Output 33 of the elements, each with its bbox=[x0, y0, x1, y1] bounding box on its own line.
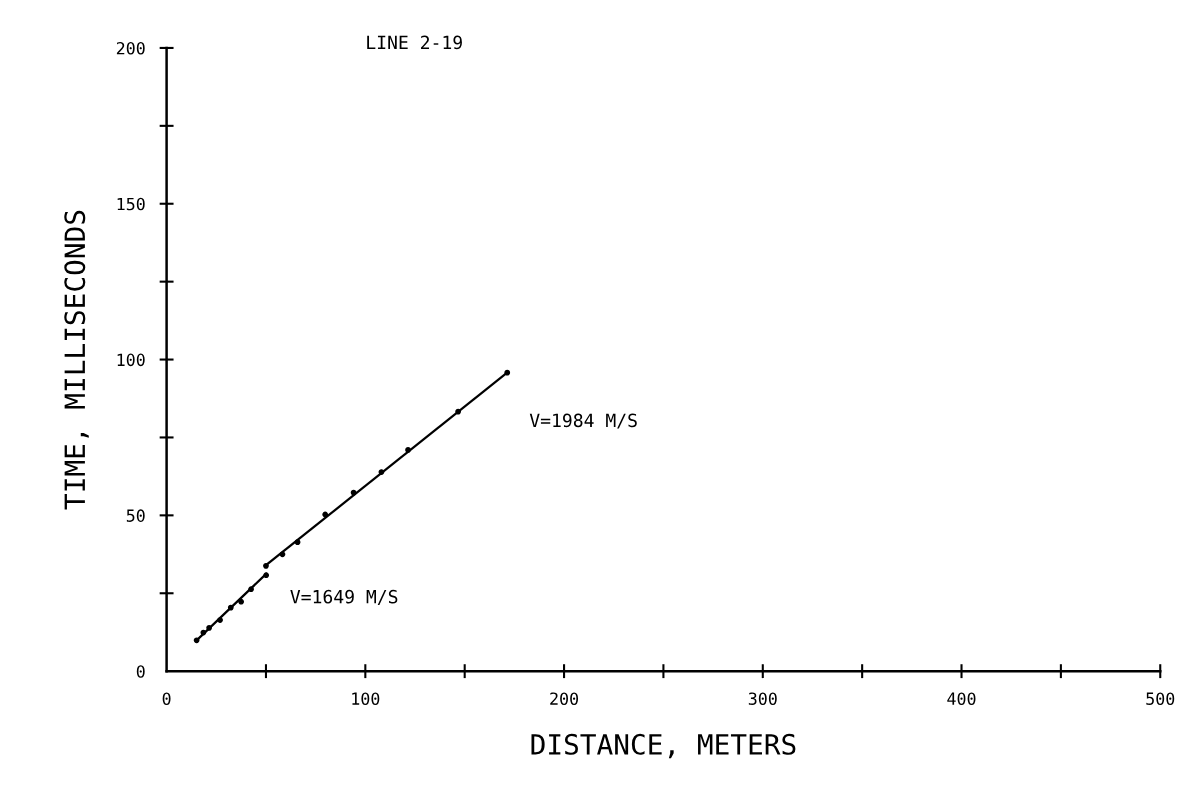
point bbox=[193, 637, 200, 644]
point bbox=[322, 511, 329, 518]
y-axis-title: TIME, MILLISECONDS bbox=[64, 210, 89, 510]
x-tick-label: 400 bbox=[947, 692, 976, 705]
x-axis-title: DISTANCE, METERS bbox=[531, 733, 796, 759]
point bbox=[455, 408, 462, 415]
chart-title: LINE 2-19 bbox=[367, 35, 462, 50]
point bbox=[263, 572, 270, 579]
point bbox=[227, 604, 234, 611]
point bbox=[200, 629, 207, 636]
y-tick-label: 50 bbox=[126, 509, 145, 522]
x-tick-label: 200 bbox=[550, 692, 579, 705]
point bbox=[238, 598, 245, 605]
point bbox=[405, 447, 411, 453]
point bbox=[279, 551, 286, 558]
point bbox=[217, 617, 223, 623]
point bbox=[504, 369, 511, 376]
annotation: V=1984 M/S bbox=[529, 413, 637, 429]
annotation: V=1649 M/S bbox=[290, 589, 398, 605]
point bbox=[248, 586, 254, 593]
y-tick-label: 200 bbox=[116, 41, 145, 55]
x-tick-label: 300 bbox=[748, 692, 777, 705]
x-tick-label: 100 bbox=[352, 692, 380, 705]
y-tick-label: 0 bbox=[136, 665, 145, 678]
y-tick-label: 150 bbox=[117, 197, 145, 211]
point bbox=[378, 469, 385, 475]
x-tick-label: 500 bbox=[1146, 692, 1175, 705]
point bbox=[206, 624, 213, 631]
y-tick-label: 100 bbox=[117, 353, 145, 367]
x-tick-label: 0 bbox=[162, 692, 171, 705]
point bbox=[263, 562, 269, 569]
point bbox=[294, 539, 301, 546]
point bbox=[350, 489, 357, 496]
